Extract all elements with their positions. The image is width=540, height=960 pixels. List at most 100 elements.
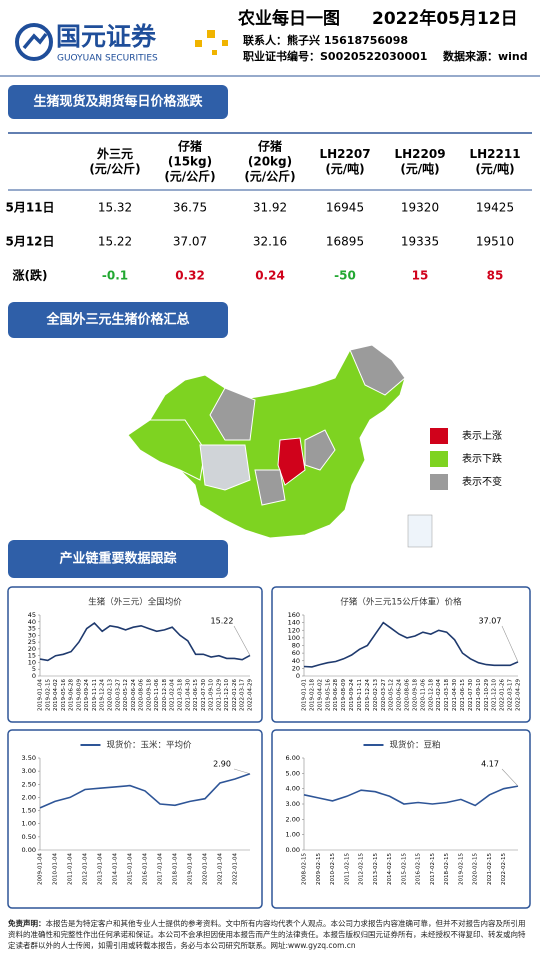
x-tick-label: 2019-12-24 <box>365 679 371 711</box>
row-label: 5月12日 <box>5 235 54 249</box>
x-tick-label: 2019-02-15 <box>458 853 464 885</box>
x-tick-label: 2019-05-16 <box>61 679 67 711</box>
section-banner <box>8 302 228 338</box>
y-tick-label: 2.50 <box>22 780 36 788</box>
legend-swatch <box>430 474 448 490</box>
chart-title: 现货价：豆粕 <box>389 740 440 751</box>
x-tick-label: 2017-01-04 <box>158 853 164 885</box>
table-header: 仔猪 <box>258 139 282 154</box>
chart-frame <box>7 729 263 909</box>
x-tick-label: 2014-01-04 <box>113 853 119 885</box>
x-tick-label: 2019-12-24 <box>100 679 106 711</box>
decor <box>222 40 228 46</box>
x-tick-label: 2011-02-15 <box>344 853 350 885</box>
legend-swatch <box>430 428 448 444</box>
legend-label: 表示不变 <box>462 475 502 488</box>
table-header: LH2209 <box>394 147 445 161</box>
y-tick-label: 3.00 <box>286 800 300 808</box>
x-tick-label: 2020-06-24 <box>131 679 137 711</box>
x-tick-label: 2019-02-15 <box>45 679 51 711</box>
decor <box>195 40 202 47</box>
callout <box>233 768 251 775</box>
y-tick-label: 6.00 <box>286 754 300 762</box>
line-series <box>39 622 251 662</box>
y-tick-label: 20 <box>292 664 300 672</box>
logo-icon <box>15 23 53 61</box>
y-tick-label: 5.00 <box>286 769 300 777</box>
disclaimer-text: 本报告是为特定客户和其他专业人士提供的参考资料。文中所有内容均代表个人观点。本公… <box>8 919 526 950</box>
x-tick-label: 2019-05-16 <box>325 679 331 711</box>
table-cell: 19510 <box>476 235 514 249</box>
decor <box>207 30 215 38</box>
chart-title: 生猪（外三元）全国均价 <box>88 597 182 608</box>
region <box>209 387 256 441</box>
table-cell: -50 <box>334 269 356 283</box>
y-tick-label: 1.00 <box>286 831 300 839</box>
x-tick-label: 2015-01-04 <box>128 853 134 885</box>
x-tick-label: 2012-02-15 <box>359 853 365 885</box>
table-header: (元/公斤) <box>89 161 140 176</box>
table-header: (元/吨) <box>325 161 364 176</box>
region <box>254 469 286 506</box>
row-label: 5月11日 <box>5 201 54 215</box>
table-header: (元/吨) <box>475 161 514 176</box>
section-title: 产业链重要数据跟踪 <box>59 551 176 567</box>
x-tick-label: 2011-01-04 <box>68 853 74 885</box>
map-inset <box>407 514 433 548</box>
y-tick-label: 60 <box>292 649 300 657</box>
report-date: 2022年05月12日 <box>372 8 518 29</box>
x-tick-label: 2019-09-24 <box>84 679 90 711</box>
x-tick-label: 2018-02-15 <box>444 853 450 885</box>
chart-frame <box>271 586 531 723</box>
table-header: 外三元 <box>97 146 133 161</box>
x-tick-label: 2021-04-30 <box>185 679 191 711</box>
x-tick-label: 2019-01-01 <box>302 679 308 711</box>
table-header: (20kg) <box>248 155 292 169</box>
x-tick-label: 2022-03-17 <box>508 679 514 711</box>
chart-title: 仔猪（外三元15公斤体重）价格 <box>340 597 462 608</box>
x-tick-label: 2019-08-09 <box>341 679 347 711</box>
x-tick-label: 2021-07-30 <box>201 679 207 711</box>
y-tick-label: 140 <box>288 619 300 627</box>
x-tick-label: 2020-12-18 <box>428 679 434 711</box>
x-tick-label: 2020-12-18 <box>162 679 168 711</box>
license: 职业证书编号：S0020522030001 <box>243 49 427 63</box>
x-tick-label: 2020-08-06 <box>139 679 145 711</box>
x-tick-label: 2010-01-04 <box>53 853 59 885</box>
row-label: 涨(跌) <box>13 268 48 283</box>
x-tick-label: 2021-02-04 <box>436 679 442 711</box>
table-cell: 0.32 <box>175 269 205 283</box>
x-tick-label: 2019-02-18 <box>309 679 315 711</box>
y-tick-label: 80 <box>292 642 300 650</box>
y-tick-label: 3.00 <box>22 767 36 775</box>
y-tick-label: 40 <box>28 618 36 626</box>
x-tick-label: 2019-06-28 <box>69 679 75 711</box>
x-tick-label: 2022-04-29 <box>516 679 522 711</box>
x-tick-label: 2008-02-15 <box>302 853 308 885</box>
y-tick-label: 15 <box>28 652 36 660</box>
x-tick-label: 2021-04-30 <box>452 679 458 711</box>
x-tick-label: 2021-02-04 <box>170 679 176 711</box>
callout <box>501 768 519 787</box>
disclaimer-label: 免责声明： <box>8 919 46 928</box>
x-tick-label: 2019-08-09 <box>76 679 82 711</box>
x-tick-label: 2020-11-06 <box>154 679 160 711</box>
y-tick-label: 30 <box>28 631 36 639</box>
table-cell: 19320 <box>401 201 439 215</box>
x-tick-label: 2020-09-18 <box>412 679 418 711</box>
x-tick-label: 2020-02-13 <box>108 679 114 711</box>
x-tick-label: 2021-02-15 <box>487 853 493 885</box>
y-tick-label: 0 <box>296 672 300 680</box>
y-tick-label: 40 <box>292 657 300 665</box>
logo-en: GUOYUAN SECURITIES <box>57 54 158 64</box>
y-tick-label: 45 <box>28 611 36 619</box>
x-tick-label: 2021-12-10 <box>224 679 230 711</box>
x-tick-label: 2021-09-10 <box>476 679 482 711</box>
x-tick-label: 2009-02-15 <box>316 853 322 885</box>
y-tick-label: 35 <box>28 625 36 633</box>
legend-label: 表示下跌 <box>462 452 502 465</box>
y-tick-label: 2.00 <box>286 815 300 823</box>
y-tick-label: 3.50 <box>22 754 36 762</box>
x-tick-label: 2009-01-04 <box>38 853 44 885</box>
table-cell: 15.32 <box>98 201 132 215</box>
